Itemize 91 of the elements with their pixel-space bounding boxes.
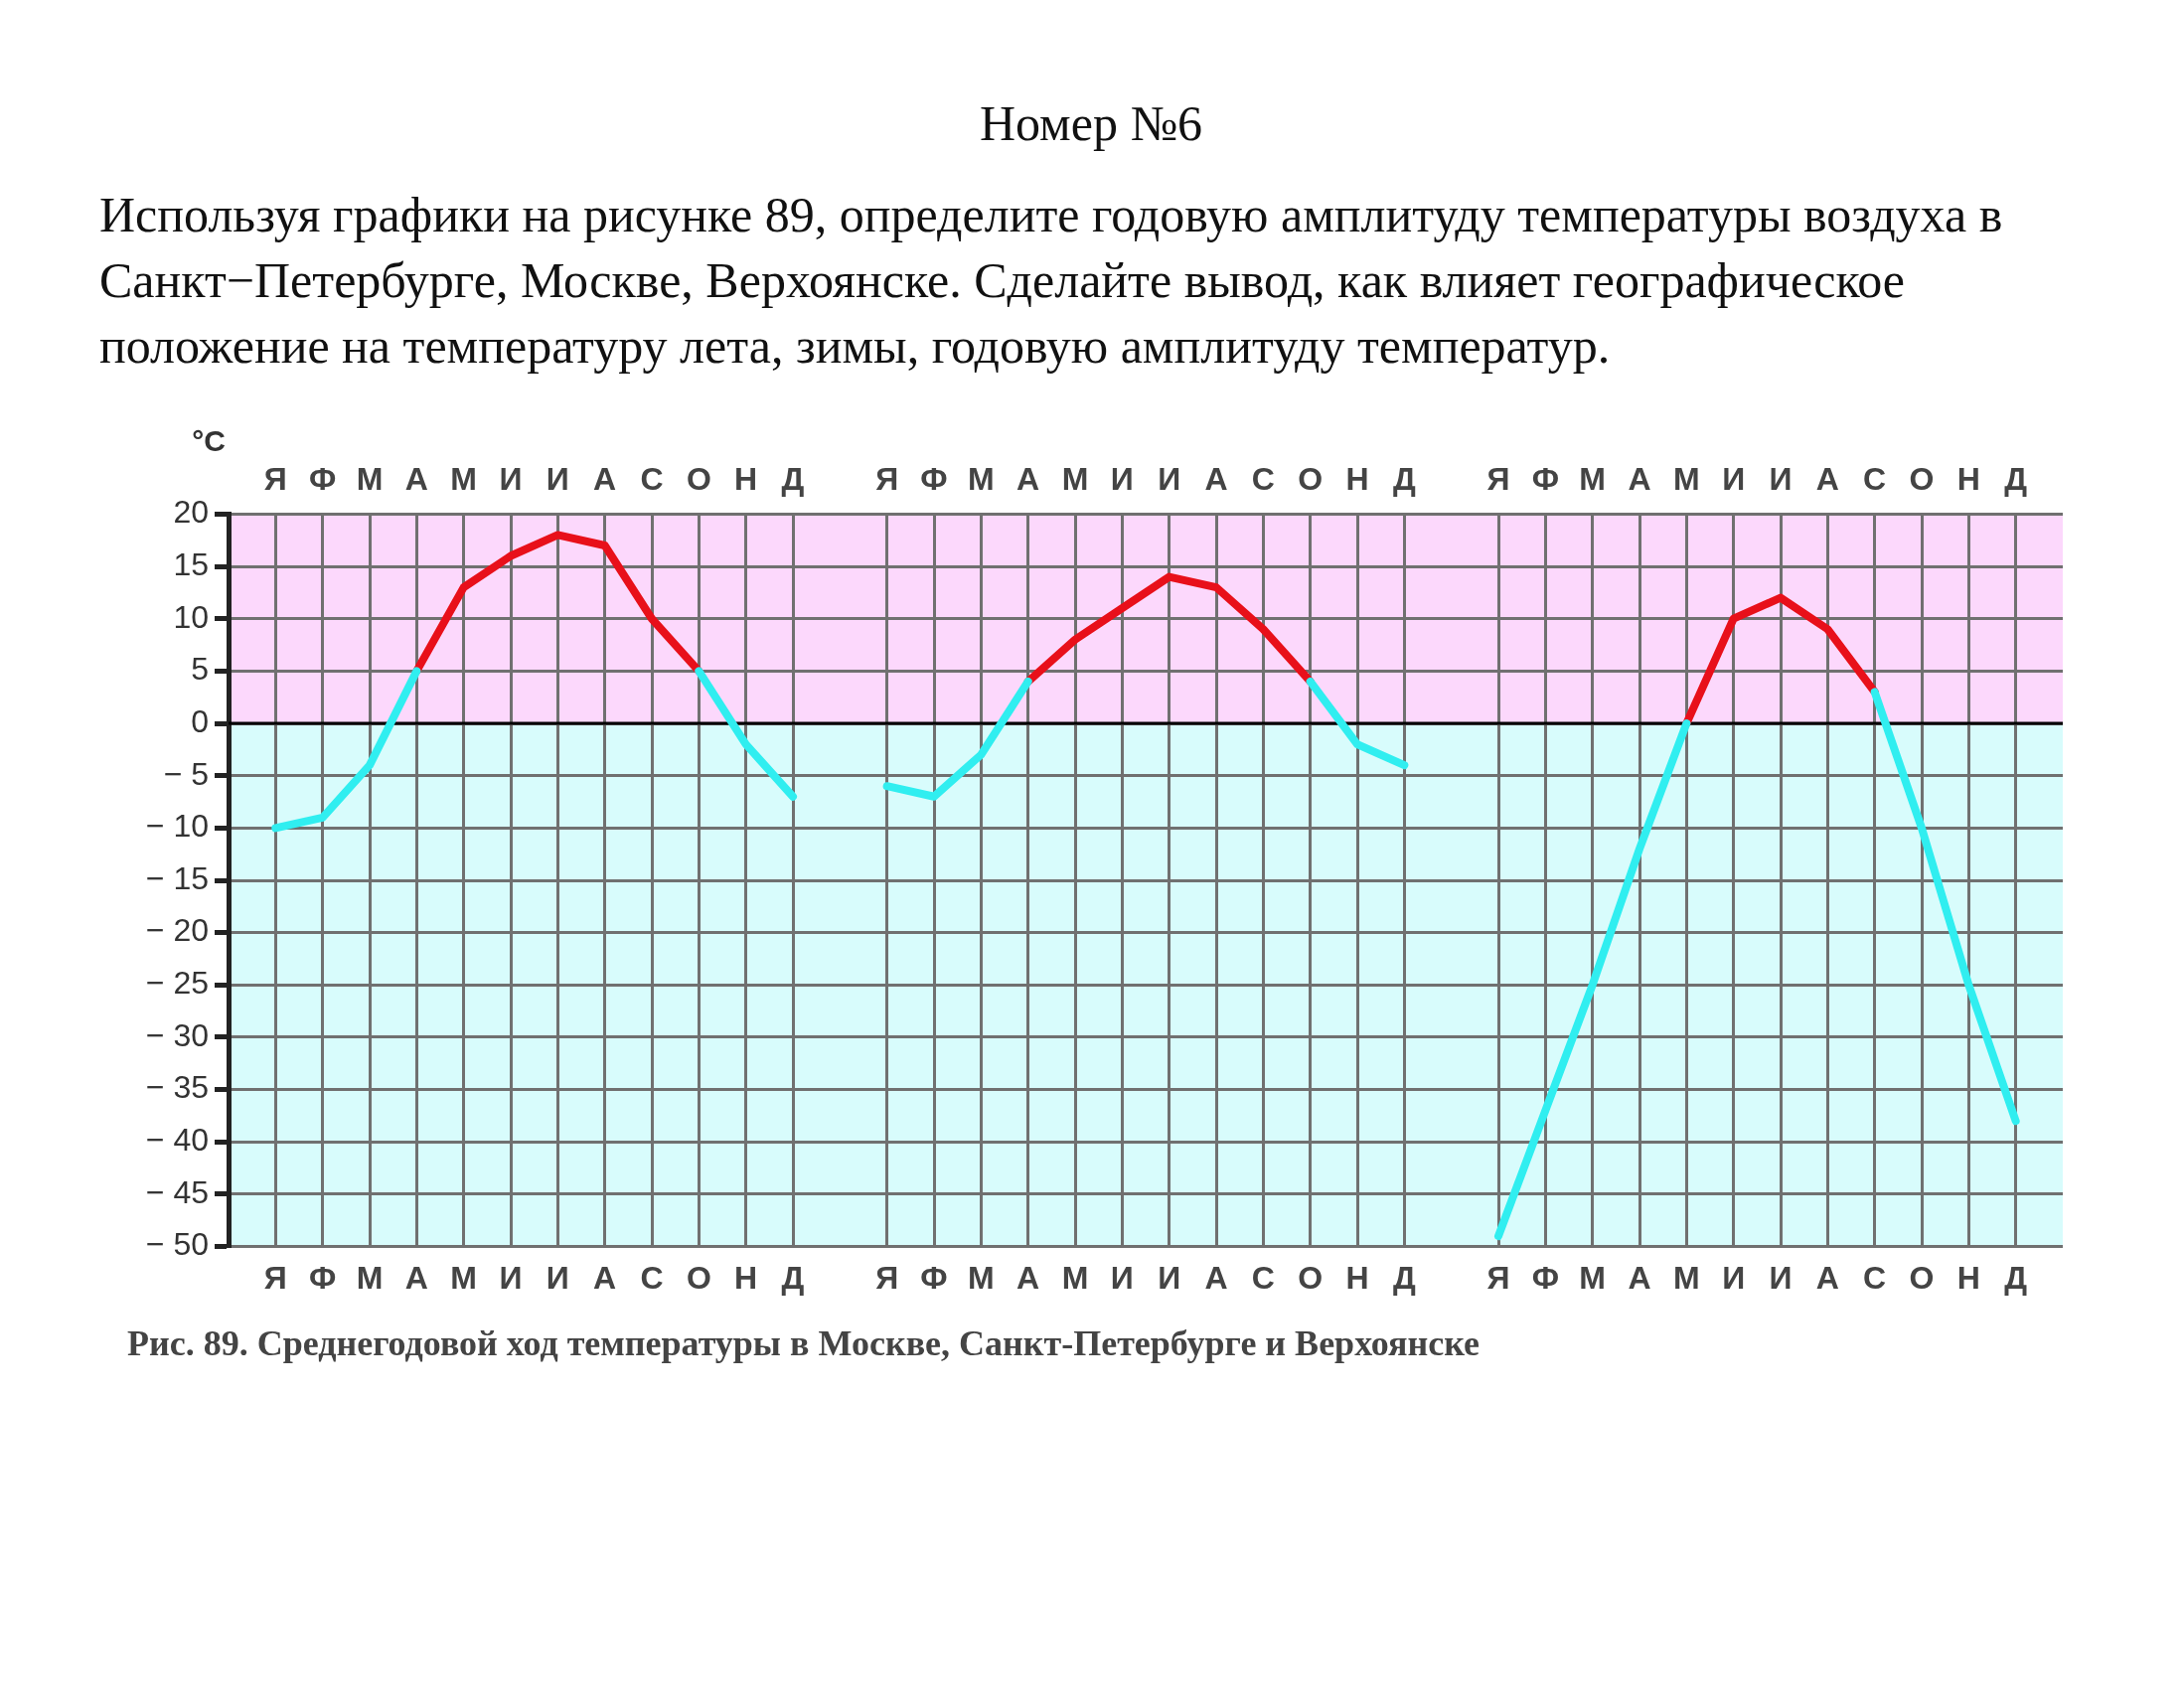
category-label: Ф bbox=[1531, 461, 1559, 498]
category-label: О bbox=[686, 461, 711, 498]
y-tick-label: − 30 bbox=[145, 1016, 209, 1053]
category-label: Н bbox=[1956, 461, 1980, 498]
category-label: Я bbox=[1486, 461, 1510, 498]
x-tick-label: М bbox=[968, 1259, 995, 1296]
x-tick-label: М bbox=[450, 1259, 477, 1296]
x-tick-label: И bbox=[546, 1259, 569, 1296]
x-tick-label: Ф bbox=[309, 1259, 337, 1296]
x-tick-label: М bbox=[1673, 1259, 1700, 1296]
x-tick-label: Д bbox=[2004, 1259, 2028, 1296]
y-tick-label: − 20 bbox=[145, 912, 209, 949]
category-label: А bbox=[1016, 461, 1040, 498]
x-tick-label: С bbox=[640, 1259, 664, 1296]
category-label: А bbox=[1628, 461, 1651, 498]
category-label: И bbox=[499, 461, 523, 498]
x-tick-label: А bbox=[1016, 1259, 1040, 1296]
x-tick-label: А bbox=[593, 1259, 617, 1296]
x-tick-label: А bbox=[404, 1259, 428, 1296]
category-label: Д bbox=[2004, 461, 2028, 498]
category-label: О bbox=[1909, 461, 1935, 498]
category-label: И bbox=[1769, 461, 1793, 498]
x-tick-label: Д bbox=[781, 1259, 805, 1296]
category-label: И bbox=[1110, 461, 1134, 498]
category-label: Я bbox=[875, 461, 899, 498]
y-tick-label: − 25 bbox=[145, 965, 209, 1002]
x-tick-label: И bbox=[499, 1259, 523, 1296]
category-label: Н bbox=[734, 461, 758, 498]
category-label: Н bbox=[1345, 461, 1369, 498]
x-tick-label: И bbox=[1110, 1259, 1134, 1296]
category-label: А bbox=[1204, 461, 1228, 498]
y-tick-label: 10 bbox=[173, 598, 209, 635]
x-tick-label: Н bbox=[734, 1259, 758, 1296]
x-tick-label: О bbox=[1909, 1259, 1935, 1296]
category-label: С bbox=[1251, 461, 1275, 498]
x-tick-label: О bbox=[1298, 1259, 1324, 1296]
y-axis-title: °C bbox=[192, 424, 226, 458]
y-tick-label: 20 bbox=[173, 494, 209, 531]
x-tick-label: А bbox=[1204, 1259, 1228, 1296]
category-label: Ф bbox=[309, 461, 337, 498]
x-tick-label: С bbox=[1863, 1259, 1887, 1296]
category-label: Д bbox=[1392, 461, 1416, 498]
category-label: М bbox=[1673, 461, 1700, 498]
x-tick-label: А bbox=[1815, 1259, 1839, 1296]
category-label: С bbox=[1863, 461, 1887, 498]
x-tick-label: Д bbox=[1392, 1259, 1416, 1296]
x-tick-label: Н bbox=[1345, 1259, 1369, 1296]
x-tick-label: М bbox=[1061, 1259, 1089, 1296]
category-label: Ф bbox=[920, 461, 948, 498]
category-label: И bbox=[546, 461, 569, 498]
x-tick-label: Я bbox=[1486, 1259, 1510, 1296]
y-tick-label: − 50 bbox=[145, 1226, 209, 1263]
x-tick-label: Я bbox=[875, 1259, 899, 1296]
y-tick-label: − 15 bbox=[145, 859, 209, 896]
category-label: М bbox=[968, 461, 995, 498]
chart-subtitle: Используя графики на рисунке 89, определите годовую амплитуду температуры воздуха в Санкт−Петербурге, Москве, Верхоянске. Сделайте вывод, как влияет географическое положение на температуру лета, зимы, годовую амплитуду температур. bbox=[99, 186, 2004, 376]
category-label: Д bbox=[781, 461, 805, 498]
category-label: О bbox=[1298, 461, 1324, 498]
x-tick-label: Ф bbox=[1531, 1259, 1559, 1296]
x-tick-label: М bbox=[356, 1259, 384, 1296]
y-tick-label: 15 bbox=[173, 545, 209, 582]
category-label: И bbox=[1158, 461, 1181, 498]
x-tick-label: А bbox=[1628, 1259, 1651, 1296]
y-tick-label: 5 bbox=[191, 651, 209, 688]
x-tick-label: Н bbox=[1956, 1259, 1980, 1296]
category-label: А bbox=[404, 461, 428, 498]
y-tick-label: − 40 bbox=[145, 1122, 209, 1159]
category-label: Я bbox=[263, 461, 287, 498]
x-tick-label: С bbox=[1251, 1259, 1275, 1296]
y-tick-label: − 5 bbox=[163, 755, 209, 792]
y-tick-label: 0 bbox=[191, 702, 209, 739]
y-tick-label: − 35 bbox=[145, 1069, 209, 1106]
category-label: М bbox=[1061, 461, 1089, 498]
x-tick-label: И bbox=[1769, 1259, 1793, 1296]
x-tick-label: Я bbox=[263, 1259, 287, 1296]
x-tick-label: И bbox=[1722, 1259, 1746, 1296]
category-label: А bbox=[593, 461, 617, 498]
category-label: М bbox=[450, 461, 477, 498]
y-tick-label: − 45 bbox=[145, 1173, 209, 1210]
x-tick-label: И bbox=[1158, 1259, 1181, 1296]
category-label: М bbox=[1579, 461, 1606, 498]
x-tick-label: Ф bbox=[920, 1259, 948, 1296]
chart-title: Номер №6 bbox=[978, 94, 1204, 152]
y-tick-label: − 10 bbox=[145, 808, 209, 845]
category-label: С bbox=[640, 461, 664, 498]
text: Рис. 89. Среднегодовой ход температуры в Москве, Санкт-Петербурге и Верхоянске bbox=[127, 1322, 1482, 1364]
x-tick-label: М bbox=[1579, 1259, 1606, 1296]
category-label: А bbox=[1815, 461, 1839, 498]
category-label: М bbox=[356, 461, 384, 498]
category-label: И bbox=[1722, 461, 1746, 498]
x-tick-label: О bbox=[686, 1259, 711, 1296]
